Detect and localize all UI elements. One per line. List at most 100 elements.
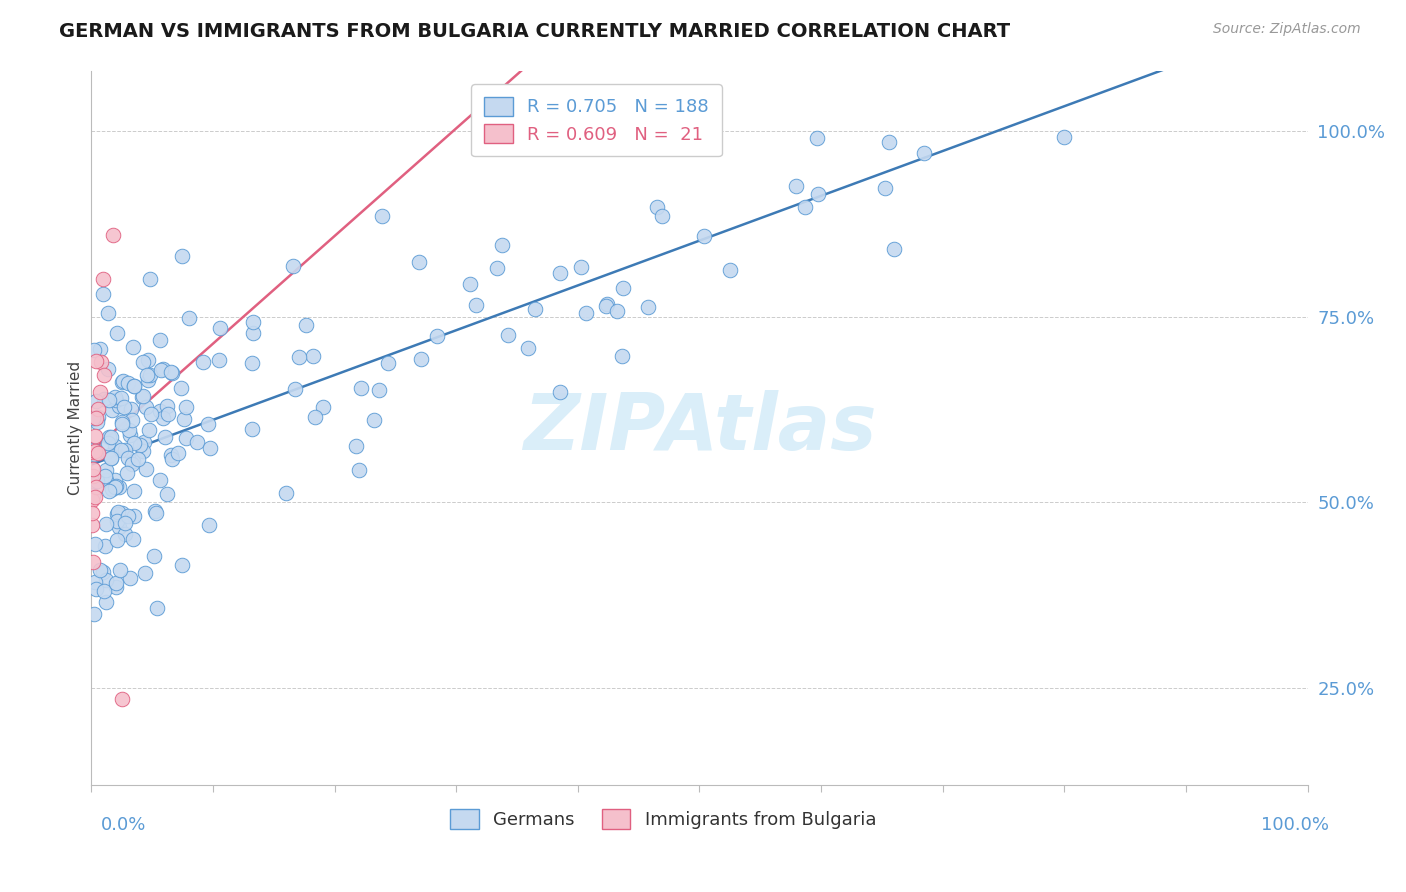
- Point: [87, 402, 110, 417]
- Point: [118, 571, 141, 585]
- Point: [242, 422, 264, 436]
- Point: [117, 376, 139, 391]
- Point: [131, 443, 153, 458]
- Point: [87, 409, 110, 424]
- Point: [86, 416, 108, 430]
- Point: [377, 356, 399, 370]
- Point: [80, 517, 103, 532]
- Point: [83, 537, 105, 551]
- Point: [146, 600, 169, 615]
- Point: [105, 533, 128, 547]
- Point: [197, 417, 219, 432]
- Point: [90, 354, 112, 368]
- Point: [101, 403, 124, 417]
- Point: [91, 566, 114, 580]
- Point: [156, 399, 179, 413]
- Point: [371, 209, 394, 223]
- Point: [718, 263, 741, 277]
- Point: [191, 355, 214, 369]
- Point: [149, 363, 172, 377]
- Point: [93, 584, 115, 599]
- Point: [117, 508, 139, 523]
- Point: [240, 356, 263, 370]
- Point: [159, 448, 181, 462]
- Point: [149, 403, 172, 417]
- Point: [82, 493, 104, 508]
- Point: [284, 382, 307, 396]
- Point: [304, 409, 326, 424]
- Point: [132, 389, 155, 403]
- Point: [170, 558, 193, 572]
- Point: [83, 444, 105, 458]
- Point: [103, 227, 125, 242]
- Point: [82, 445, 104, 459]
- Legend: Germans, Immigrants from Bulgaria: Germans, Immigrants from Bulgaria: [437, 797, 889, 841]
- Point: [122, 509, 145, 524]
- Point: [94, 462, 117, 476]
- Point: [806, 131, 828, 145]
- Point: [877, 135, 900, 149]
- Point: [883, 242, 905, 256]
- Point: [83, 447, 105, 461]
- Point: [117, 450, 139, 465]
- Point: [97, 483, 120, 498]
- Point: [105, 514, 128, 528]
- Point: [651, 209, 673, 223]
- Point: [172, 249, 194, 263]
- Point: [98, 430, 121, 444]
- Point: [363, 412, 385, 426]
- Point: [103, 390, 125, 404]
- Point: [96, 473, 118, 487]
- Point: [208, 321, 231, 335]
- Point: [86, 474, 108, 488]
- Point: [80, 506, 103, 520]
- Point: [107, 399, 129, 413]
- Point: [110, 391, 132, 405]
- Point: [174, 400, 197, 414]
- Point: [524, 302, 547, 317]
- Point: [692, 228, 714, 243]
- Point: [349, 381, 371, 395]
- Point: [86, 445, 108, 459]
- Point: [138, 368, 160, 383]
- Point: [89, 385, 111, 400]
- Point: [302, 349, 325, 363]
- Point: [152, 411, 174, 425]
- Point: [155, 430, 177, 444]
- Point: [112, 400, 135, 414]
- Point: [127, 451, 149, 466]
- Point: [86, 582, 108, 596]
- Point: [94, 539, 117, 553]
- Point: [912, 146, 935, 161]
- Point: [288, 350, 311, 364]
- Point: [100, 430, 122, 444]
- Point: [121, 413, 143, 427]
- Point: [283, 259, 305, 273]
- Point: [139, 407, 162, 421]
- Point: [409, 352, 432, 367]
- Point: [114, 516, 136, 530]
- Point: [162, 451, 184, 466]
- Point: [295, 318, 318, 332]
- Point: [114, 443, 136, 458]
- Point: [595, 299, 617, 313]
- Point: [138, 423, 160, 437]
- Point: [486, 261, 509, 276]
- Point: [121, 458, 143, 472]
- Point: [136, 373, 159, 387]
- Point: [111, 417, 134, 432]
- Point: [111, 416, 134, 430]
- Point: [122, 484, 145, 499]
- Point: [595, 297, 617, 311]
- Point: [157, 407, 180, 421]
- Point: [132, 355, 155, 369]
- Point: [612, 281, 634, 295]
- Point: [135, 400, 157, 414]
- Point: [160, 365, 183, 379]
- Point: [100, 482, 122, 496]
- Point: [134, 566, 156, 580]
- Point: [152, 362, 174, 376]
- Point: [96, 362, 118, 376]
- Point: [120, 402, 142, 417]
- Point: [122, 532, 145, 546]
